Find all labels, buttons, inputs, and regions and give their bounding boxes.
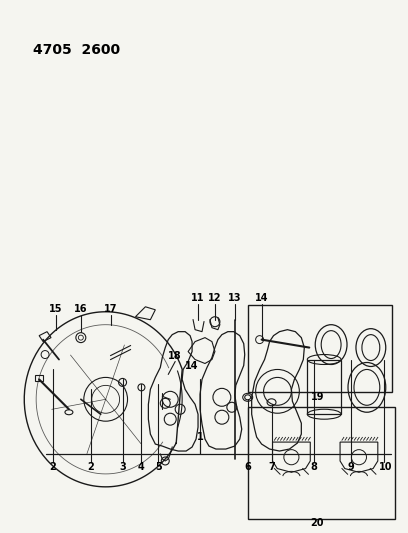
Text: 5: 5	[155, 462, 162, 472]
Bar	[248, 407, 395, 519]
Text: 10: 10	[379, 462, 392, 472]
Text: 8: 8	[311, 462, 318, 472]
Text: 13: 13	[228, 293, 242, 303]
Text: 6: 6	[244, 462, 251, 472]
Text: 18: 18	[169, 351, 182, 360]
Text: 2: 2	[87, 462, 94, 472]
Text: 14: 14	[185, 361, 199, 372]
Text: 4: 4	[138, 462, 145, 472]
Text: 12: 12	[208, 293, 222, 303]
Text: 15: 15	[49, 304, 63, 314]
Text: 4705  2600: 4705 2600	[33, 43, 120, 57]
Text: 16: 16	[74, 304, 88, 314]
Text: 17: 17	[104, 304, 118, 314]
Text: 9: 9	[348, 462, 355, 472]
Text: 20: 20	[310, 518, 324, 528]
Text: 7: 7	[268, 462, 275, 472]
Text: 3: 3	[119, 462, 126, 472]
Text: 19: 19	[310, 392, 324, 402]
Text: 11: 11	[191, 293, 205, 303]
Bar	[307, 360, 341, 414]
Text: 2: 2	[50, 462, 56, 472]
Text: 14: 14	[255, 293, 268, 303]
Text: 1: 1	[197, 432, 204, 442]
Bar	[248, 305, 392, 392]
